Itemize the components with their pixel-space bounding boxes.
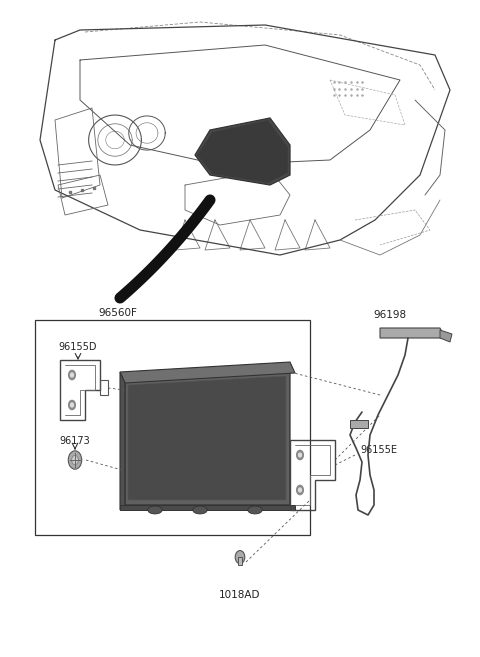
Text: 96155D: 96155D <box>59 342 97 352</box>
Text: 96173: 96173 <box>60 436 90 446</box>
Circle shape <box>69 400 75 409</box>
Text: 96155E: 96155E <box>360 445 397 455</box>
Polygon shape <box>440 330 452 342</box>
Polygon shape <box>195 118 290 185</box>
Circle shape <box>72 455 78 464</box>
Circle shape <box>69 371 75 380</box>
Bar <box>35 320 310 535</box>
Text: 1018AD: 1018AD <box>219 590 261 600</box>
Text: 96198: 96198 <box>373 310 407 320</box>
Circle shape <box>297 486 303 495</box>
Ellipse shape <box>248 506 262 514</box>
Circle shape <box>297 451 303 460</box>
Polygon shape <box>350 420 368 428</box>
Circle shape <box>71 403 73 407</box>
Ellipse shape <box>193 506 207 514</box>
Circle shape <box>299 453 301 457</box>
Polygon shape <box>197 120 288 183</box>
Text: 96560F: 96560F <box>98 308 137 318</box>
Polygon shape <box>120 372 125 510</box>
Polygon shape <box>380 328 445 338</box>
Circle shape <box>235 551 245 564</box>
Circle shape <box>299 488 301 492</box>
Polygon shape <box>120 505 295 510</box>
Polygon shape <box>125 372 290 505</box>
Circle shape <box>68 451 82 469</box>
Polygon shape <box>120 362 295 383</box>
Polygon shape <box>128 376 286 500</box>
Bar <box>238 557 242 565</box>
Circle shape <box>71 373 73 377</box>
Ellipse shape <box>148 506 162 514</box>
